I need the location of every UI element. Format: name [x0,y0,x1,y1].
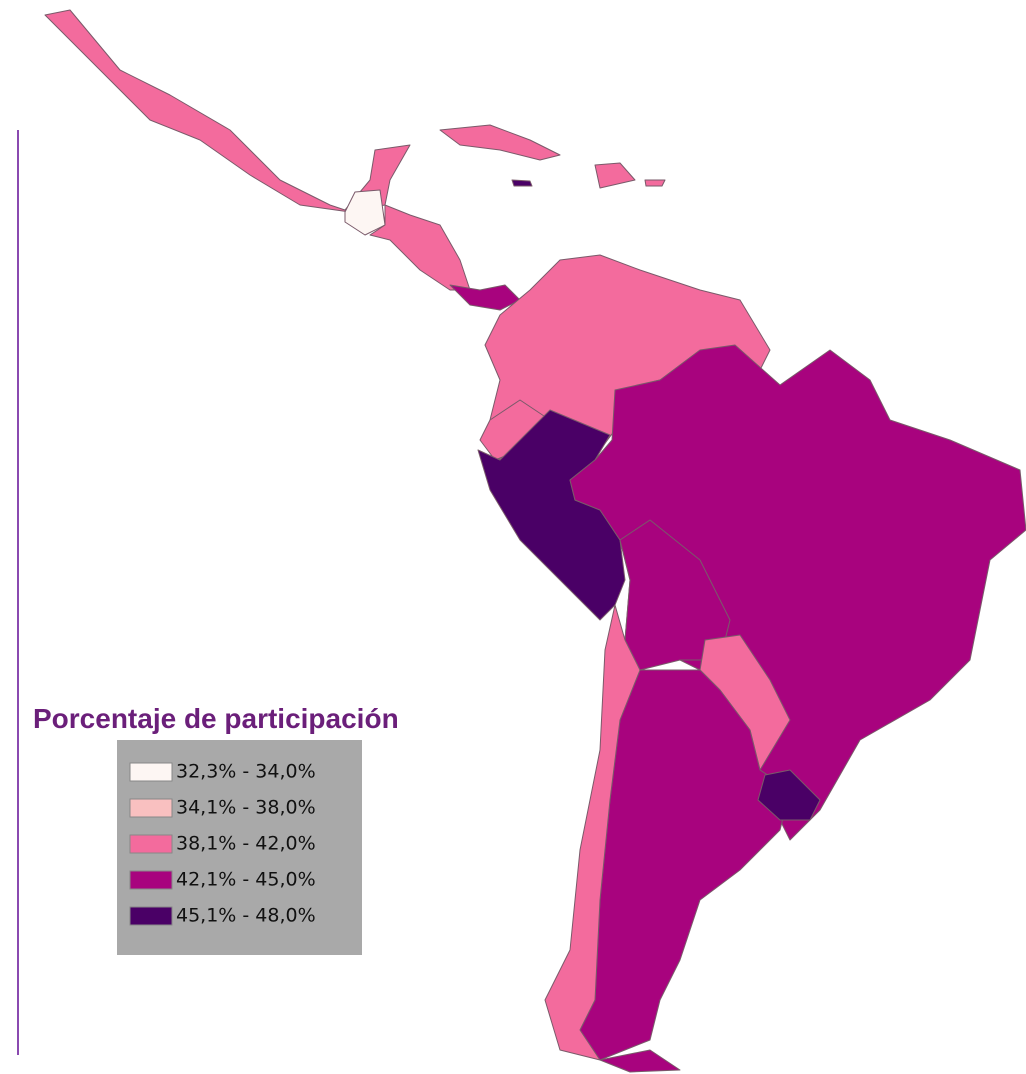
panama [449,284,521,311]
countries [44,9,1026,1073]
puerto-rico [644,179,666,187]
chile [544,604,641,1061]
legend-title: Porcentaje de participación [33,703,399,734]
mexico [44,9,411,213]
central-america [369,204,471,291]
hispaniola [594,162,636,189]
jamaica [511,179,533,187]
legend-swatch [129,798,173,818]
legend: 32,3% - 34,0% 34,1% - 38,0% 38,1% - 42,0% 4… [129,761,316,927]
legend-swatch [129,834,173,854]
brazil [569,344,1026,841]
guatemala [344,189,386,236]
legend-label: 42,1% - 45,0% [176,869,316,891]
legend-swatch [129,762,173,782]
legend-label: 45,1% - 48,0% [176,905,316,927]
legend-label: 32,3% - 34,0% [176,761,316,783]
legend-swatch [129,870,173,890]
legend-label: 38,1% - 42,0% [176,833,316,855]
uruguay [757,769,821,821]
legend-swatch [129,906,173,926]
tierra-del-fuego [599,1049,681,1073]
bolivia [619,519,731,671]
legend-label: 34,1% - 38,0% [176,797,316,819]
cuba [439,124,561,161]
